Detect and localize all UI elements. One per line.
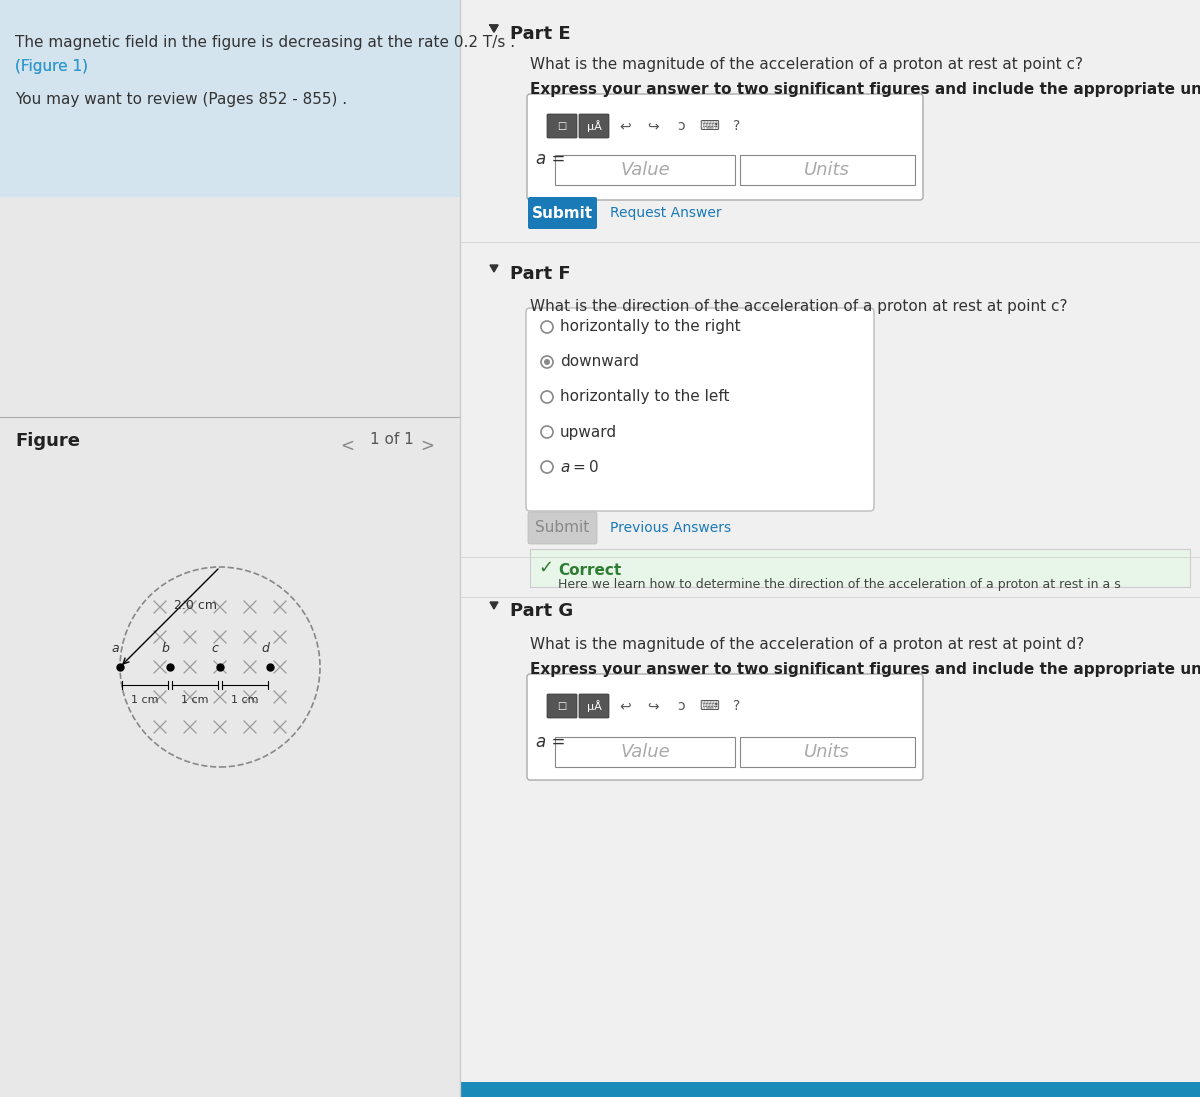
FancyBboxPatch shape bbox=[740, 155, 916, 185]
Text: ↪: ↪ bbox=[647, 699, 659, 713]
Text: What is the magnitude of the acceleration of a proton at rest at point d?: What is the magnitude of the acceleratio… bbox=[530, 637, 1085, 652]
Text: Value: Value bbox=[620, 743, 670, 761]
Text: Submit: Submit bbox=[535, 520, 589, 535]
FancyBboxPatch shape bbox=[740, 737, 916, 767]
Text: The magnetic field in the figure is decreasing at the rate 0.2 T/s .: The magnetic field in the figure is decr… bbox=[14, 35, 515, 50]
Text: a =: a = bbox=[536, 150, 565, 168]
Text: ↩: ↩ bbox=[619, 699, 631, 713]
Text: ⌨: ⌨ bbox=[698, 118, 719, 133]
Text: ↩: ↩ bbox=[619, 118, 631, 133]
Text: $a = 0$: $a = 0$ bbox=[560, 459, 599, 475]
Text: What is the magnitude of the acceleration of a proton at rest at point c?: What is the magnitude of the acceleratio… bbox=[530, 57, 1084, 72]
Text: <: < bbox=[340, 437, 354, 455]
Text: 2.0 cm: 2.0 cm bbox=[174, 599, 216, 612]
Text: upward: upward bbox=[560, 425, 617, 440]
Text: ✓: ✓ bbox=[538, 559, 553, 577]
FancyBboxPatch shape bbox=[580, 694, 610, 719]
FancyBboxPatch shape bbox=[547, 114, 577, 138]
Text: Request Answer: Request Answer bbox=[610, 206, 721, 220]
Circle shape bbox=[544, 359, 550, 365]
Polygon shape bbox=[490, 25, 498, 32]
Text: Express your answer to two significant figures and include the appropriate units: Express your answer to two significant f… bbox=[530, 661, 1200, 677]
Text: Part E: Part E bbox=[510, 25, 571, 43]
FancyBboxPatch shape bbox=[580, 114, 610, 138]
Text: Here we learn how to determine the direction of the acceleration of a proton at : Here we learn how to determine the direc… bbox=[558, 578, 1121, 591]
Text: ?: ? bbox=[733, 118, 740, 133]
Text: ⌨: ⌨ bbox=[698, 699, 719, 713]
FancyBboxPatch shape bbox=[547, 694, 577, 719]
Text: ↄ: ↄ bbox=[677, 699, 685, 713]
Text: 1 cm: 1 cm bbox=[131, 695, 158, 705]
FancyBboxPatch shape bbox=[554, 155, 734, 185]
Text: 1 cm: 1 cm bbox=[232, 695, 259, 705]
Text: Submit: Submit bbox=[532, 205, 593, 220]
Text: >: > bbox=[420, 437, 434, 455]
Text: ↄ: ↄ bbox=[677, 118, 685, 133]
Text: 1 cm: 1 cm bbox=[181, 695, 209, 705]
Text: horizontally to the right: horizontally to the right bbox=[560, 319, 740, 335]
FancyBboxPatch shape bbox=[554, 737, 734, 767]
FancyBboxPatch shape bbox=[530, 548, 1190, 587]
FancyBboxPatch shape bbox=[527, 94, 923, 200]
Polygon shape bbox=[490, 602, 498, 609]
FancyBboxPatch shape bbox=[526, 308, 874, 511]
Text: Correct: Correct bbox=[558, 563, 622, 578]
Text: Figure: Figure bbox=[14, 432, 80, 450]
FancyBboxPatch shape bbox=[460, 0, 1200, 1097]
Text: □: □ bbox=[557, 701, 566, 711]
Text: d: d bbox=[262, 642, 269, 655]
FancyBboxPatch shape bbox=[528, 197, 598, 229]
Text: 1 of 1: 1 of 1 bbox=[370, 432, 414, 446]
Text: Units: Units bbox=[804, 161, 850, 179]
Text: Value: Value bbox=[620, 161, 670, 179]
FancyBboxPatch shape bbox=[527, 674, 923, 780]
Text: b: b bbox=[161, 642, 169, 655]
Text: horizontally to the left: horizontally to the left bbox=[560, 389, 730, 405]
Text: □: □ bbox=[557, 121, 566, 131]
Text: μÅ: μÅ bbox=[587, 120, 601, 132]
Text: (Figure 1): (Figure 1) bbox=[14, 59, 88, 73]
Text: ↪: ↪ bbox=[647, 118, 659, 133]
Polygon shape bbox=[490, 265, 498, 272]
Text: (Figure 1): (Figure 1) bbox=[14, 59, 88, 73]
Text: a: a bbox=[112, 642, 119, 655]
Text: Previous Answers: Previous Answers bbox=[610, 521, 731, 535]
Text: a =: a = bbox=[536, 733, 565, 751]
FancyBboxPatch shape bbox=[460, 1082, 1200, 1097]
FancyBboxPatch shape bbox=[0, 197, 460, 1097]
Text: You may want to review (Pages 852 - 855) .: You may want to review (Pages 852 - 855)… bbox=[14, 92, 347, 108]
Text: Units: Units bbox=[804, 743, 850, 761]
Text: ?: ? bbox=[733, 699, 740, 713]
FancyBboxPatch shape bbox=[528, 512, 598, 544]
Text: Part G: Part G bbox=[510, 602, 574, 620]
Text: downward: downward bbox=[560, 354, 640, 370]
Text: μÅ: μÅ bbox=[587, 700, 601, 712]
Text: Part F: Part F bbox=[510, 265, 571, 283]
FancyBboxPatch shape bbox=[0, 0, 460, 197]
Text: Express your answer to two significant figures and include the appropriate units: Express your answer to two significant f… bbox=[530, 82, 1200, 97]
Text: c: c bbox=[211, 642, 218, 655]
Text: What is the direction of the acceleration of a proton at rest at point c?: What is the direction of the acceleratio… bbox=[530, 299, 1068, 314]
